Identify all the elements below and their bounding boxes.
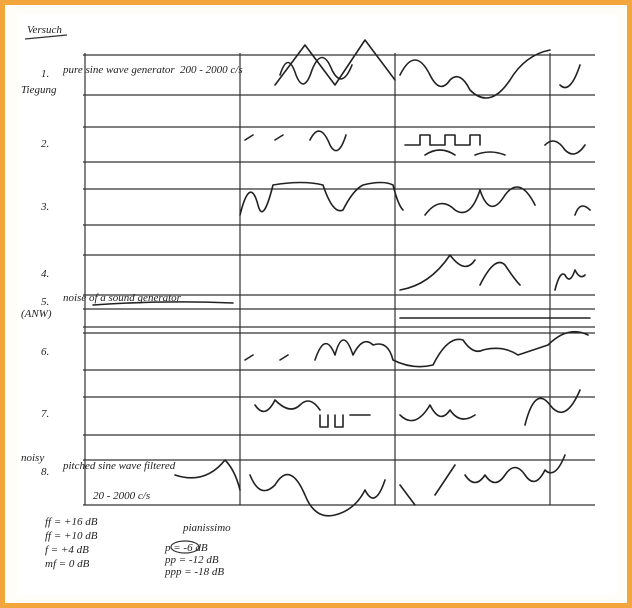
legend-loud: f = +4 dB [45, 544, 89, 556]
legend-soft: ppp = -18 dB [164, 566, 224, 578]
row-number: 3. [40, 201, 49, 213]
row-number: 5. [41, 296, 49, 308]
row-number: 7. [41, 408, 49, 420]
row-label: pitched sine wave filtered [62, 460, 176, 472]
row-number: 2. [41, 138, 49, 150]
row-label: pure sine wave generator [62, 64, 175, 76]
legend-loud: mf = 0 dB [45, 558, 90, 570]
row-note: (ANW) [21, 308, 52, 320]
paper [17, 15, 617, 595]
legend-soft: p = -6 dB [164, 542, 208, 554]
legend-loud: ff = +16 dB [45, 516, 98, 528]
row-number: 1. [41, 68, 49, 80]
row-note: noisy [21, 452, 44, 464]
row-range: 200 - 2000 c/s [180, 64, 243, 76]
row-label: noise of a sound generator [63, 292, 182, 304]
row-number: 6. [41, 346, 49, 358]
legend-soft: pp = -12 dB [164, 554, 219, 566]
legend-loud: ff = +10 dB [45, 530, 98, 542]
row-number: 8. [41, 466, 49, 478]
score: Versuch 1. pure sine wave generator 200 - … [5, 5, 627, 603]
page: Versuch 1. pure sine wave generator 200 - … [0, 0, 632, 608]
row-note: Tiegung [21, 84, 57, 96]
row-range: 20 - 2000 c/s [93, 490, 150, 502]
title: Versuch [27, 24, 62, 36]
legend-soft-title: pianissimo [182, 522, 231, 534]
row-number: 4. [41, 268, 49, 280]
